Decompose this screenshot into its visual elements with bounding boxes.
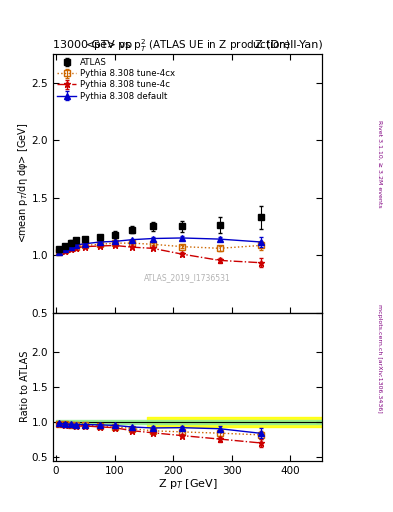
Y-axis label: <mean p$_T$/dη dφ> [GeV]: <mean p$_T$/dη dφ> [GeV]	[16, 123, 30, 243]
Text: Z (Drell-Yan): Z (Drell-Yan)	[255, 39, 322, 50]
Text: mcplots.cern.ch [arXiv:1306.3436]: mcplots.cern.ch [arXiv:1306.3436]	[377, 304, 382, 413]
X-axis label: Z p$_T$ [GeV]: Z p$_T$ [GeV]	[158, 477, 218, 491]
Legend: ATLAS, Pythia 8.308 tune-4cx, Pythia 8.308 tune-4c, Pythia 8.308 default: ATLAS, Pythia 8.308 tune-4cx, Pythia 8.3…	[56, 56, 176, 102]
Text: ATLAS_2019_I1736531: ATLAS_2019_I1736531	[144, 273, 231, 282]
Title: <pT> vs p$^2_T$ (ATLAS UE in Z production): <pT> vs p$^2_T$ (ATLAS UE in Z productio…	[85, 37, 290, 54]
Y-axis label: Ratio to ATLAS: Ratio to ATLAS	[20, 351, 30, 422]
Text: 13000 GeV pp: 13000 GeV pp	[53, 39, 132, 50]
Text: Rivet 3.1.10, ≥ 3.2M events: Rivet 3.1.10, ≥ 3.2M events	[377, 120, 382, 208]
